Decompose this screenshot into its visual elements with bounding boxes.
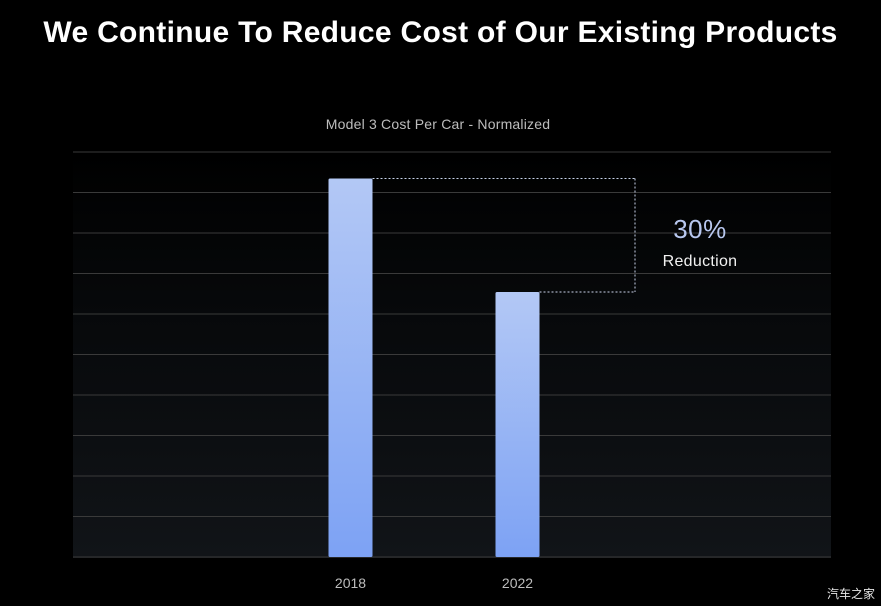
watermark: 汽车之家: [826, 587, 875, 601]
annotation-value: 30%: [673, 214, 727, 244]
bar-2018: [328, 178, 373, 557]
chart-title: Model 3 Cost Per Car - Normalized: [325, 116, 551, 132]
x-tick-label-2018: 2018: [335, 575, 366, 591]
grid-lines: [73, 151, 831, 558]
reduction-bracket: [372, 177, 636, 293]
bars: [328, 178, 540, 557]
x-tick-labels: 2018 2022: [335, 575, 533, 591]
page-title: We Continue To Reduce Cost of Our Existi…: [43, 16, 838, 49]
annotation-label: Reduction: [662, 253, 738, 270]
bar-2022: [495, 292, 540, 557]
x-tick-label-2022: 2022: [502, 575, 533, 591]
